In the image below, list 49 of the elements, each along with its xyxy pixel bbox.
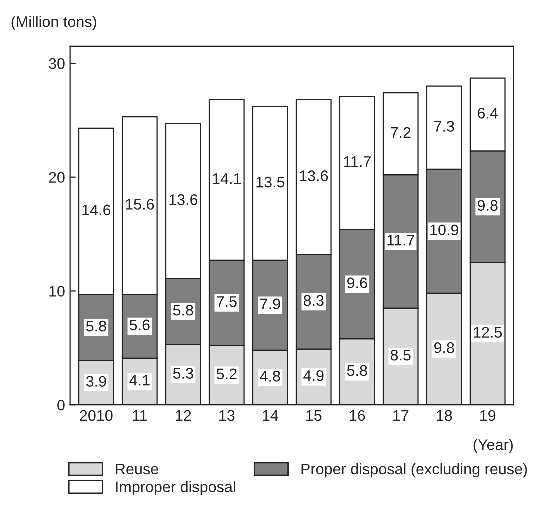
- data-label: 9.6: [347, 278, 368, 288]
- data-label: 11.7: [388, 235, 414, 246]
- data-label: 8.5: [390, 350, 411, 361]
- data-label: 12.5: [474, 327, 502, 338]
- data-label: 4.9: [304, 370, 324, 382]
- data-label: 5.3: [173, 368, 194, 379]
- x-tick-label: 19: [480, 410, 496, 422]
- data-label: 4.1: [130, 375, 150, 386]
- data-label: 15.6: [126, 199, 154, 210]
- data-label: 3.9: [86, 376, 106, 387]
- data-label: 13.6: [300, 170, 328, 182]
- y-tick-label: 0: [58, 400, 65, 411]
- data-label: 9.8: [434, 342, 454, 354]
- y-tick-label: 10: [50, 286, 65, 297]
- x-tick-label: 18: [437, 410, 452, 422]
- x-tick-label: 17: [394, 410, 409, 421]
- data-label: 7.2: [391, 127, 411, 138]
- x-tick-label: 12: [176, 410, 192, 421]
- x-axis-title: (Year): [474, 439, 514, 454]
- data-label: 5.6: [130, 320, 150, 331]
- y-tick-label: 20: [49, 172, 65, 184]
- data-label: 5.8: [173, 304, 194, 316]
- data-label: 14.6: [82, 204, 111, 216]
- legend-label: Improper disposal: [116, 481, 236, 496]
- x-tick-label: 11: [133, 410, 148, 421]
- data-label: 4.8: [260, 371, 280, 382]
- data-label: 9.8: [478, 200, 498, 212]
- data-label: 10.9: [430, 224, 459, 236]
- legend-label: Proper disposal (excluding reuse): [302, 463, 528, 478]
- x-tick-label: 14: [263, 410, 278, 421]
- data-label: 11.7: [344, 156, 371, 168]
- data-label: 13.5: [256, 176, 285, 188]
- data-label: 13.6: [170, 194, 198, 206]
- x-tick-label: 2010: [80, 410, 113, 422]
- x-tick-label: 13: [220, 410, 235, 422]
- data-label: 14.1: [213, 174, 242, 184]
- data-label: 6.4: [478, 108, 498, 119]
- data-label: 5.2: [216, 368, 237, 380]
- data-label: 7.9: [260, 298, 280, 310]
- x-tick-label: 15: [306, 410, 322, 422]
- data-label: 5.8: [347, 365, 368, 376]
- y-axis-title: (Million tons): [12, 16, 96, 30]
- data-label: 7.5: [217, 296, 237, 308]
- data-label: 7.3: [434, 121, 454, 132]
- y-tick-label: 30: [49, 58, 65, 70]
- data-label: 8.3: [304, 295, 324, 306]
- x-tick-label: 16: [350, 410, 366, 422]
- data-label: 5.8: [86, 320, 106, 332]
- legend-label: Reuse: [116, 464, 158, 475]
